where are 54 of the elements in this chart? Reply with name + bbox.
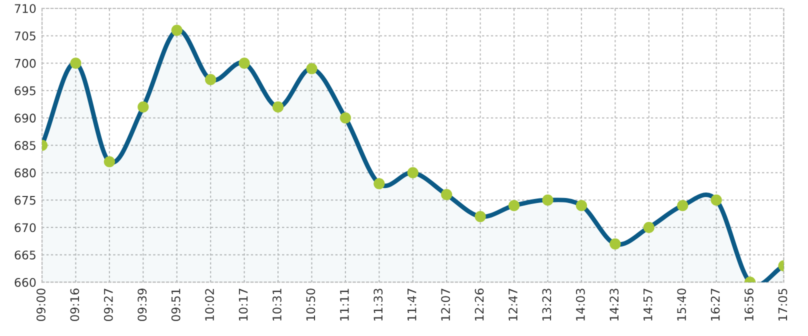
point xyxy=(508,200,520,212)
x-tick-label: 14:57 xyxy=(644,288,652,321)
x-tick-label: 10:02 xyxy=(205,288,214,321)
point xyxy=(542,194,554,206)
point xyxy=(272,101,284,113)
x-tick-label: 11:33 xyxy=(374,288,383,321)
x-tick-label: 12:47 xyxy=(508,288,518,321)
x-tick-label: 13:23 xyxy=(542,288,552,321)
point xyxy=(340,112,352,124)
x-tick-label: 09:51 xyxy=(171,288,180,322)
y-tick-label: 670 xyxy=(14,223,36,232)
x-tick-label: 10:50 xyxy=(306,288,316,321)
x-tick-label: 17:05 xyxy=(778,288,788,321)
x-tick-label: 09:00 xyxy=(36,288,46,322)
y-tick-label: 705 xyxy=(14,32,36,40)
y-tick-label: 685 xyxy=(14,141,36,150)
point xyxy=(374,178,385,190)
point xyxy=(306,63,318,74)
point xyxy=(70,58,82,69)
x-tick-label: 11:11 xyxy=(340,288,349,321)
x-tick-label: 09:39 xyxy=(138,288,147,322)
point xyxy=(205,74,216,86)
x-tick-label: 16:27 xyxy=(710,288,720,321)
x-tick-label: 14:23 xyxy=(610,288,619,321)
point xyxy=(576,200,588,212)
point xyxy=(610,238,621,250)
x-tick-label: 14:03 xyxy=(576,288,585,321)
point xyxy=(643,222,654,234)
point xyxy=(677,200,688,212)
point xyxy=(441,189,452,200)
point xyxy=(138,101,149,113)
point xyxy=(407,167,418,178)
point xyxy=(710,194,722,206)
point xyxy=(474,210,486,222)
y-tick-label: 680 xyxy=(14,168,36,178)
x-tick-label: 15:40 xyxy=(677,288,686,321)
x-tick-label: 16:56 xyxy=(744,288,754,321)
x-tick-label: 12:26 xyxy=(474,288,484,321)
x-tick-label: 09:16 xyxy=(70,288,80,322)
point xyxy=(104,156,116,168)
y-tick-label: 665 xyxy=(14,250,36,260)
y-tick-label: 695 xyxy=(14,86,36,96)
x-tick-label: 10:17 xyxy=(238,288,248,321)
y-tick-label: 690 xyxy=(14,114,36,123)
y-tick-label: 700 xyxy=(14,58,36,68)
x-tick-label: 12:07 xyxy=(441,288,450,321)
y-tick-label: 675 xyxy=(14,196,36,205)
x-tick-label: 09:27 xyxy=(104,288,113,322)
y-tick-label: 710 xyxy=(14,4,36,14)
point xyxy=(171,24,182,36)
point xyxy=(238,58,250,69)
y-tick-label: 660 xyxy=(14,278,36,287)
x-tick-label: 10:31 xyxy=(272,288,282,321)
x-tick-label: 11:47 xyxy=(408,288,416,321)
